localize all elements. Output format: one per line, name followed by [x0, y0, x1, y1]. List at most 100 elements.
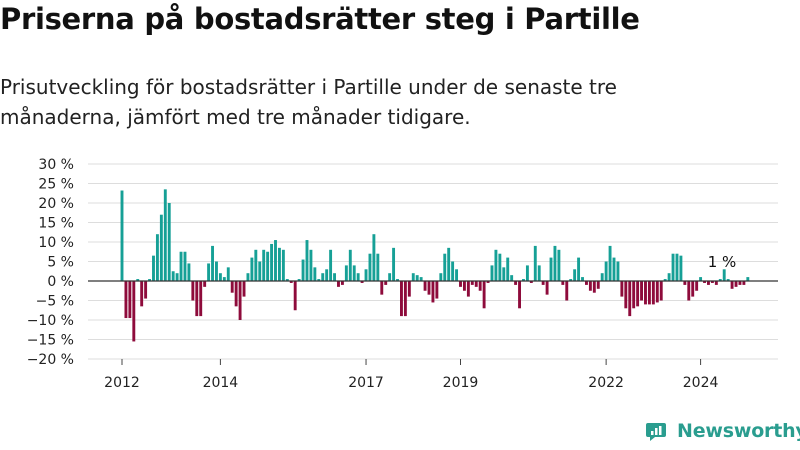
bar	[360, 281, 364, 283]
bar	[588, 281, 592, 291]
bar	[561, 281, 565, 285]
bar	[506, 257, 510, 281]
bar	[195, 281, 199, 317]
bar	[644, 281, 647, 305]
bar	[683, 281, 687, 285]
bar	[250, 257, 254, 281]
bar	[124, 281, 128, 319]
bar	[364, 269, 368, 281]
bar	[746, 277, 750, 281]
bar	[380, 281, 384, 295]
bar	[403, 281, 407, 317]
bar	[211, 245, 214, 281]
bar	[266, 251, 270, 281]
bar	[333, 273, 336, 281]
bar	[628, 281, 632, 317]
bar	[640, 281, 643, 301]
bar	[325, 269, 329, 281]
bar	[667, 273, 671, 281]
bar	[679, 255, 683, 281]
bar	[687, 281, 691, 301]
bar	[549, 257, 553, 281]
y-tick-label: −5 %	[36, 294, 74, 310]
x-tick-label: 2019	[443, 375, 479, 391]
bar	[175, 273, 179, 281]
bar	[537, 265, 541, 281]
bar	[651, 281, 655, 305]
bar	[183, 251, 187, 281]
bar	[636, 281, 640, 307]
bar	[726, 279, 730, 281]
bar	[718, 279, 722, 281]
y-tick-label: 10 %	[38, 235, 74, 251]
bar	[703, 281, 706, 283]
bar	[707, 281, 710, 285]
bar-chart: 30 % 25 % 20 % 15 % 10 % 5 % 0 % −5 % −10 % −15 %…	[27, 157, 778, 391]
value-annotation: 1 %	[708, 253, 737, 271]
bar	[494, 249, 498, 281]
bar	[581, 277, 584, 281]
bar	[573, 269, 577, 281]
bar	[478, 281, 482, 291]
bar	[443, 253, 447, 281]
bar	[647, 281, 651, 305]
bar	[671, 253, 675, 281]
bar	[372, 234, 376, 281]
bar	[419, 277, 423, 281]
bar	[321, 273, 325, 281]
bar	[455, 269, 459, 281]
bar	[187, 263, 191, 281]
bar	[474, 281, 478, 287]
bar	[313, 267, 317, 281]
bar	[309, 249, 313, 281]
bar	[502, 267, 506, 281]
bar	[612, 257, 616, 281]
x-tick-label: 2017	[348, 375, 384, 391]
y-tick-label: 15 %	[38, 216, 74, 232]
newsworthy-logo: Newsworthy	[646, 420, 800, 442]
x-tick-label: 2012	[104, 375, 140, 391]
bar	[270, 243, 274, 281]
bar	[262, 249, 266, 281]
bar	[163, 189, 167, 281]
bar	[128, 281, 132, 319]
bar	[435, 281, 439, 299]
bar	[663, 279, 667, 281]
bar	[136, 279, 140, 281]
bar	[451, 261, 455, 281]
bar	[376, 253, 380, 281]
bar	[254, 249, 258, 281]
bar	[407, 281, 411, 297]
bar	[242, 281, 246, 297]
bar	[203, 281, 207, 287]
bar	[191, 281, 195, 301]
bar	[545, 281, 549, 295]
bar	[486, 281, 490, 283]
bar	[167, 203, 171, 281]
y-tick-label: −15 %	[27, 333, 74, 349]
bar	[730, 281, 734, 289]
x-tick-label: 2014	[203, 375, 239, 391]
bar	[120, 190, 124, 281]
bar	[179, 251, 183, 281]
bar	[470, 281, 474, 285]
bar	[132, 281, 136, 342]
bar	[258, 261, 262, 281]
bar	[482, 281, 486, 309]
bar	[352, 265, 356, 281]
bar	[207, 263, 211, 281]
bar	[277, 247, 281, 281]
y-tick-label: −10 %	[27, 313, 74, 329]
bar	[348, 249, 352, 281]
bar	[289, 281, 293, 283]
bar	[329, 249, 333, 281]
bar	[490, 265, 494, 281]
bar	[148, 279, 151, 281]
bar	[620, 281, 624, 297]
bar	[608, 245, 612, 281]
bar	[514, 281, 518, 285]
bar	[159, 214, 163, 281]
y-tick-label: 5 %	[47, 255, 74, 271]
bar	[541, 281, 545, 285]
bar	[222, 277, 226, 281]
